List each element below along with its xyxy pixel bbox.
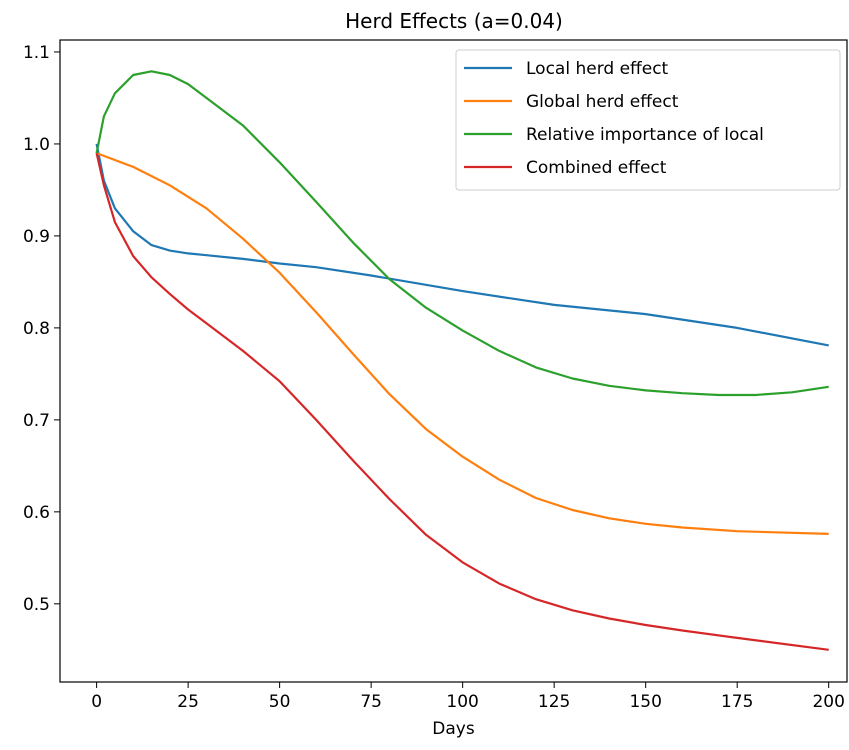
series-line-1	[95, 143, 829, 347]
y-tick-label: 0.8	[23, 319, 50, 339]
x-axis: 0 25 50 75 100 125 150 175 200	[91, 682, 845, 712]
plot-area	[95, 70, 829, 651]
legend: Local herd effect Global herd effect Relat…	[455, 49, 841, 191]
x-tick-label: 75	[360, 692, 382, 712]
x-tick-label: 175	[721, 692, 753, 712]
y-tick-label: 0.5	[23, 595, 50, 615]
chart-title: Herd Effects (a=0.04)	[345, 9, 563, 33]
x-tick-label: 25	[177, 692, 199, 712]
legend-label: Combined effect	[526, 158, 667, 178]
y-tick-label: 0.6	[23, 503, 50, 523]
x-axis-label: Days	[432, 719, 475, 739]
x-tick-label: 0	[91, 692, 102, 712]
legend-label: Global herd effect	[526, 92, 679, 112]
legend-box	[455, 49, 841, 191]
x-tick-label: 125	[538, 692, 570, 712]
x-tick-label: 200	[812, 692, 844, 712]
legend-label: Relative importance of local	[526, 125, 764, 145]
y-axis: 0.5 0.6 0.7 0.8 0.9 1.0 1.1	[23, 43, 60, 615]
y-tick-label: 1.1	[23, 43, 50, 63]
y-tick-label: 0.9	[23, 227, 50, 247]
x-tick-label: 50	[269, 692, 291, 712]
series-line-4	[95, 152, 829, 651]
x-tick-label: 100	[446, 692, 478, 712]
y-tick-label: 1.0	[23, 135, 50, 155]
legend-label: Local herd effect	[526, 59, 669, 79]
axes-frame	[59, 39, 848, 683]
series-line-2	[96, 152, 829, 535]
y-tick-label: 0.7	[23, 411, 50, 431]
series-line-3	[95, 70, 829, 397]
x-tick-label: 150	[629, 692, 661, 712]
